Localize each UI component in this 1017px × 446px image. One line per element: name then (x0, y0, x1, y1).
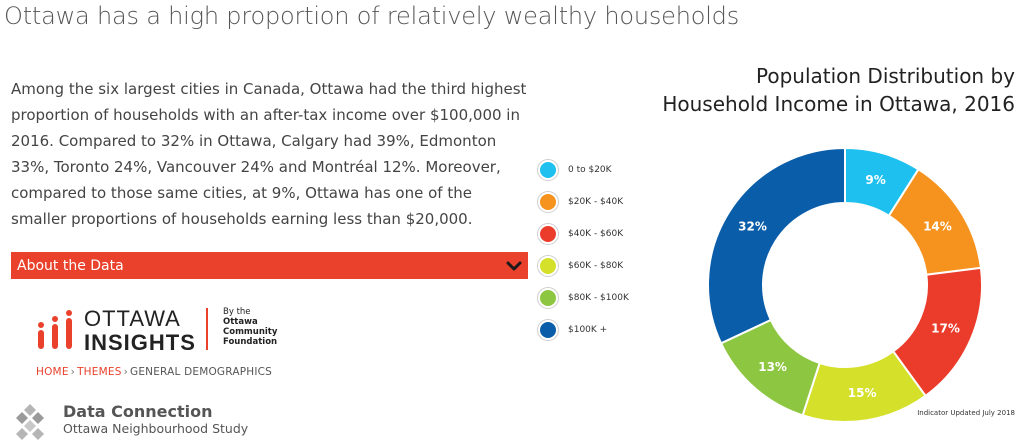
about-the-data-label: About the Data (17, 257, 124, 274)
ottawa-insights-logo[interactable]: OTTAWA INSIGHTS By the Ottawa Community … (36, 306, 296, 356)
about-the-data-toggle[interactable]: About the Data (11, 252, 528, 279)
chart-title-line-1: Population Distribution by (755, 64, 1015, 88)
breadcrumb-home[interactable]: HOME (36, 366, 69, 378)
legend-swatch (538, 192, 558, 212)
legend-label: $100K + (568, 325, 608, 335)
legend-swatch (538, 224, 558, 244)
intro-paragraph: Among the six largest cities in Canada, … (11, 80, 527, 228)
legend-label: $60K - $80K (568, 261, 624, 271)
legend-swatch (538, 320, 558, 340)
legend-label: $40K - $60K (568, 229, 624, 239)
slice-label: 15% (848, 386, 877, 400)
legend-item: $20K - $40K (538, 192, 623, 212)
legend-item: $100K + (538, 320, 607, 340)
slice-label: 13% (758, 360, 787, 374)
breadcrumb: HOME › THEMES › GENERAL DEMOGRAPHICS (36, 366, 272, 378)
legend-swatch (538, 160, 558, 180)
donut-slice (707, 146, 846, 345)
slice-label: 14% (923, 219, 952, 233)
logo-word-insights: INSIGHTS (84, 330, 196, 355)
page-title: Ottawa has a high proportion of relative… (4, 2, 740, 30)
legend-swatch (538, 288, 558, 308)
logo-word-ottawa: OTTAWA (84, 306, 181, 331)
legend-swatch (538, 256, 558, 276)
legend-label: $80K - $100K (568, 293, 629, 303)
legend-item: $40K - $60K (538, 224, 623, 244)
legend-label: 0 to $20K (568, 165, 612, 175)
indicator-updated-note: Indicator Updated July 2018 (917, 409, 1015, 417)
logo-by-line: By the Ottawa Community Foundation (223, 307, 278, 347)
chart-title-line-2: Household Income in Ottawa, 2016 (662, 92, 1015, 116)
breadcrumb-themes[interactable]: THEMES (77, 366, 122, 378)
logo-bars-icon (38, 310, 72, 349)
logo-divider (206, 308, 208, 350)
legend-item: $80K - $100K (538, 288, 629, 308)
income-donut-chart: 9% 14% 17% 15% 13% 32% (707, 146, 983, 423)
chart-title: Population Distribution by Household Inc… (575, 62, 1015, 118)
legend-item: 0 to $20K (538, 160, 612, 180)
slice-label: 32% (738, 219, 767, 233)
slice-label: 17% (931, 321, 960, 335)
legend-item: $60K - $80K (538, 256, 623, 276)
data-connection-icon (16, 404, 44, 440)
data-connection-subtitle: Ottawa Neighbourhood Study (63, 421, 249, 436)
slice-label: 9% (865, 173, 885, 187)
breadcrumb-separator: › (70, 366, 76, 378)
breadcrumb-separator: › (123, 366, 128, 378)
data-connection-title[interactable]: Data Connection (63, 402, 213, 421)
breadcrumb-current: GENERAL DEMOGRAPHICS (129, 366, 273, 378)
legend-label: $20K - $40K (568, 197, 624, 207)
chevron-down-icon[interactable] (506, 260, 522, 272)
